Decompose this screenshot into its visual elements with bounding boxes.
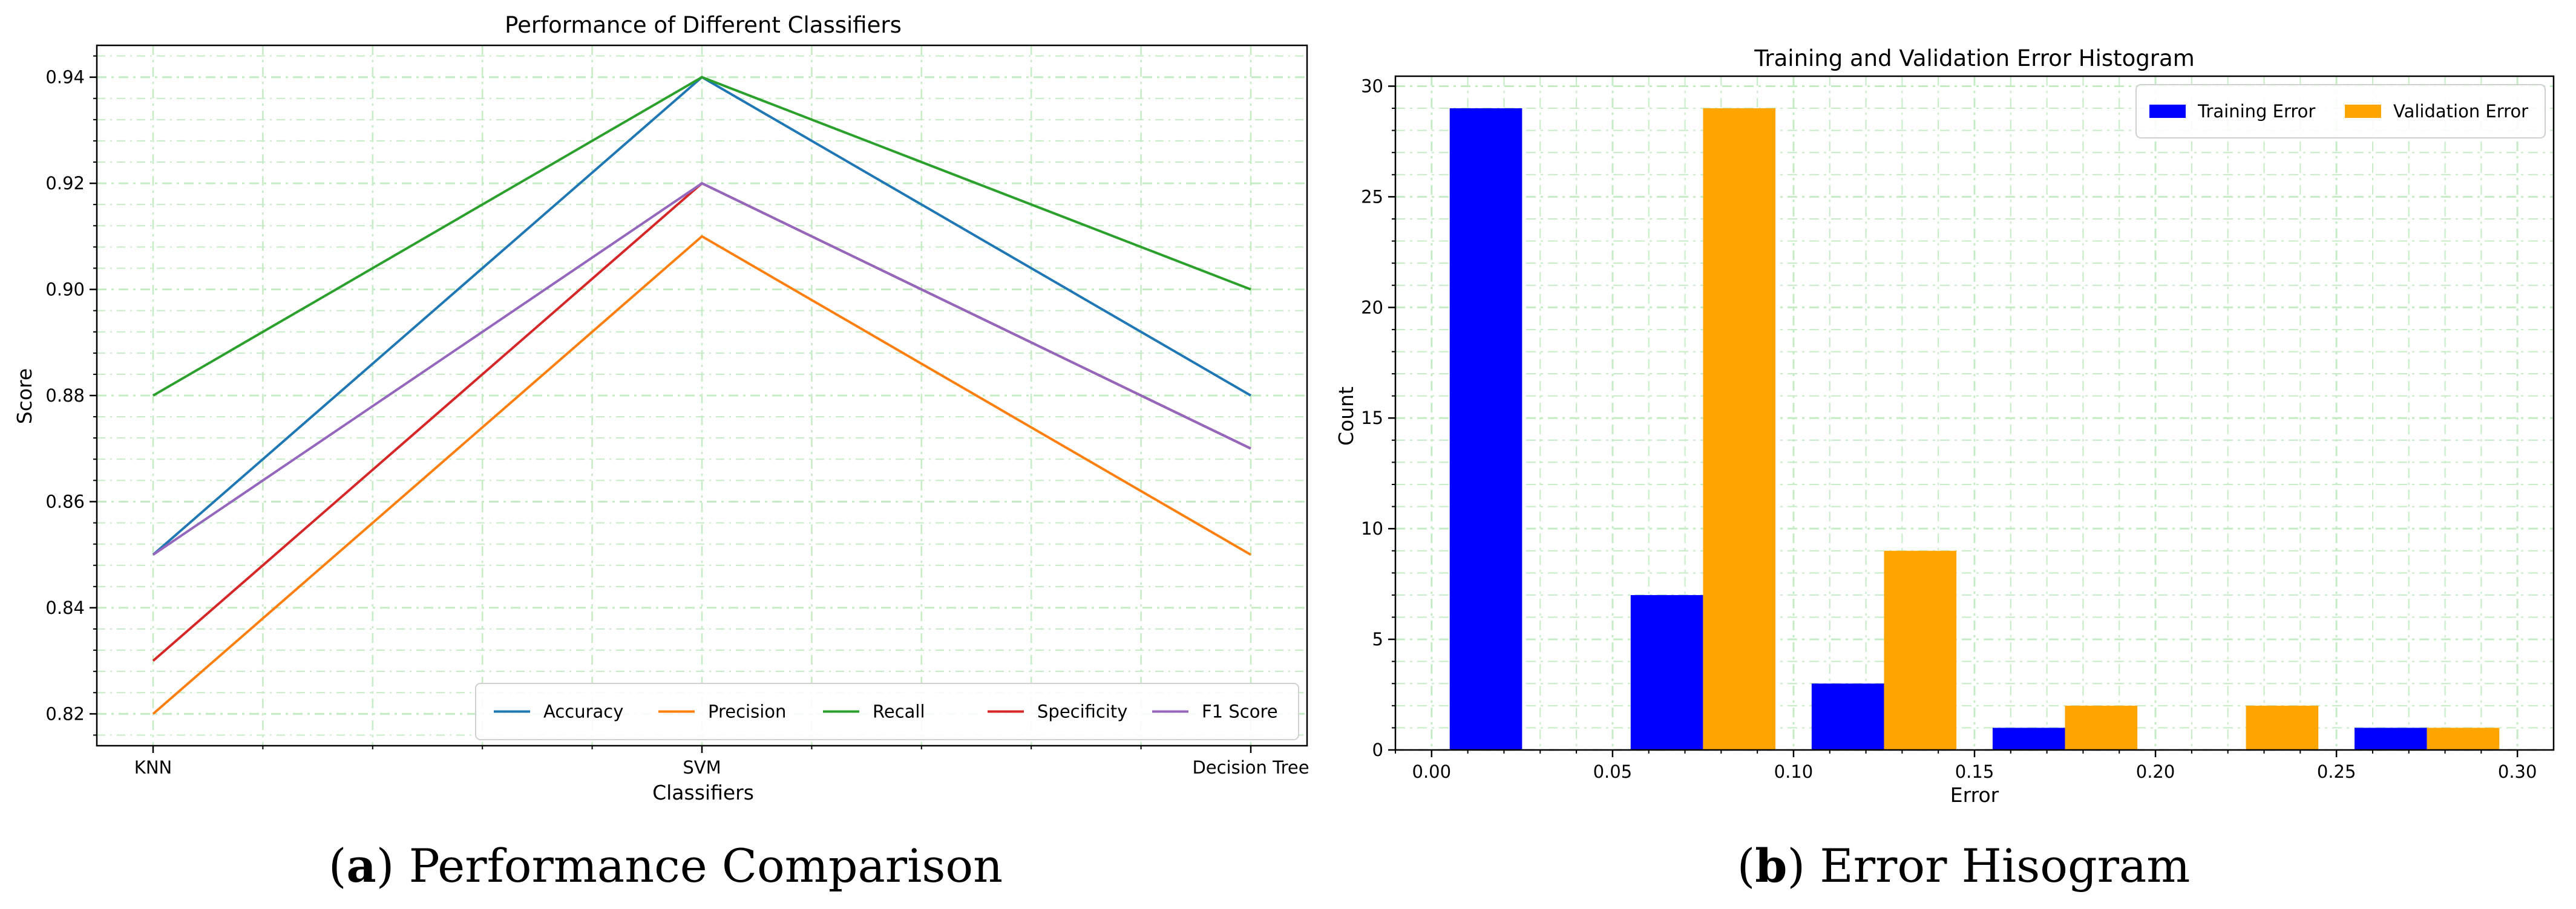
series-line-f1-score: [152, 181, 1251, 556]
x-tick-label: 0.25: [2317, 761, 2356, 782]
legend-label: F1 Score: [1202, 702, 1278, 722]
bar-validation-error: [1703, 108, 1776, 751]
y-tick-label: 0.88: [45, 385, 85, 406]
bar-training-error: [1449, 108, 1522, 751]
series-line-precision: [152, 235, 1252, 715]
legend-label: Validation Error: [2393, 101, 2528, 122]
panel-a-ticks: 0.82 0.84 0.86 0.88 0.90 0.92 0.94 KNN SVM Decisi…: [45, 55, 1309, 778]
y-tick-label: 0.92: [45, 173, 85, 194]
legend-label: Training Error: [2197, 101, 2315, 122]
panel-a-legend: Accuracy Precision Recall Specificity F1 Sco…: [475, 683, 1299, 740]
x-tick-label: 0.15: [1955, 761, 1994, 782]
panel-a-grid: [97, 45, 1307, 746]
legend-label: Precision: [708, 702, 786, 722]
y-tick-label: 30: [1361, 76, 1383, 96]
x-tick-label: SVM: [683, 757, 721, 778]
x-tick-label: 0.30: [2498, 761, 2537, 782]
bar-training-error: [2355, 728, 2427, 750]
legend-label: Accuracy: [543, 702, 623, 722]
bar-training-error: [1992, 728, 2065, 750]
panel-a-title: Performance of Different Classifiers: [505, 12, 902, 38]
legend-label: Specificity: [1037, 702, 1127, 722]
y-tick-label: 5: [1372, 629, 1383, 650]
bar-validation-error: [1884, 550, 1957, 750]
y-tick-label: 0.82: [45, 703, 85, 724]
panel-b-ticks: 0.00 0.05 0.10 0.15 0.20 0.25 0.30 0 5 10 15 20 25 30: [1361, 76, 2537, 782]
y-tick-label: 15: [1361, 408, 1383, 428]
bar-validation-error: [2246, 705, 2319, 750]
y-tick-label: 0.94: [45, 67, 85, 88]
bar-validation-error: [2065, 705, 2138, 750]
bar-training-error: [1630, 595, 1703, 750]
y-tick-label: 10: [1361, 518, 1383, 539]
x-tick-label: Decision Tree: [1192, 757, 1309, 778]
y-tick-label: 0.86: [45, 491, 85, 512]
bar-training-error: [1811, 683, 1884, 750]
y-tick-label: 25: [1361, 186, 1383, 207]
legend-swatch: [2149, 105, 2186, 118]
panel-b-title: Training and Validation Error Histogram: [1754, 45, 2194, 71]
legend-box: [475, 683, 1299, 740]
x-tick-label: 0.00: [1412, 761, 1452, 782]
panel-b-bars: [1449, 108, 2500, 751]
panel-b-y-axis-label: Count: [1334, 386, 1358, 446]
y-tick-label: 20: [1361, 297, 1383, 318]
panel-b-legend: Training Error Validation Error: [2135, 84, 2546, 138]
panel-b-error-histogram: Training and Validation Error Histogram …: [1334, 45, 2555, 893]
panel-a-performance-chart: Performance of Different Classifiers 0.8…: [13, 12, 1309, 893]
legend-swatch: [2345, 105, 2381, 118]
panel-a-caption: (a) Performance Comparison: [329, 839, 1003, 893]
panel-b-x-axis-label: Error: [1950, 783, 1999, 807]
panel-a-x-axis-label: Classifiers: [652, 781, 754, 804]
y-tick-label: 0.90: [45, 279, 85, 300]
y-tick-label: 0: [1372, 740, 1383, 760]
x-tick-label: 0.20: [2136, 761, 2175, 782]
x-tick-label: KNN: [134, 757, 172, 778]
x-tick-label: 0.05: [1593, 761, 1633, 782]
series-line-recall: [152, 76, 1251, 397]
panel-a-y-axis-label: Score: [13, 368, 36, 424]
legend-label: Recall: [873, 702, 925, 722]
bar-validation-error: [2427, 728, 2500, 750]
panel-b-grid: [1395, 76, 2554, 751]
legend-box: [2135, 84, 2546, 138]
panel-b-caption: (b) Error Hisogram: [1737, 839, 2191, 893]
panel-a-series: [152, 76, 1252, 715]
x-tick-label: 0.10: [1774, 761, 1814, 782]
y-tick-label: 0.84: [45, 598, 85, 618]
